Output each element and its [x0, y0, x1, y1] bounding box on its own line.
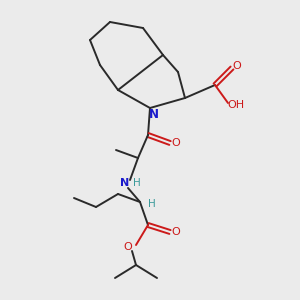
Text: O: O — [172, 138, 180, 148]
Text: N: N — [149, 107, 159, 121]
Text: O: O — [124, 242, 132, 252]
Text: H: H — [133, 178, 141, 188]
Text: O: O — [172, 227, 180, 237]
Text: OH: OH — [227, 100, 244, 110]
Text: O: O — [232, 61, 242, 71]
Text: H: H — [148, 199, 156, 209]
Text: N: N — [120, 178, 130, 188]
